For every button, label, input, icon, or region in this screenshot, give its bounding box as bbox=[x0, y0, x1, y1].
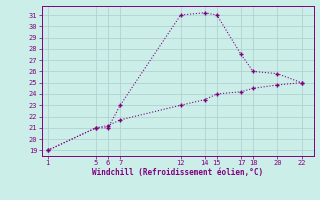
X-axis label: Windchill (Refroidissement éolien,°C): Windchill (Refroidissement éolien,°C) bbox=[92, 168, 263, 177]
